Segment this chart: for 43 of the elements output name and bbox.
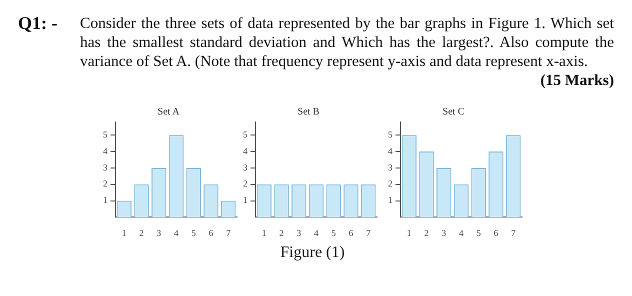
x-tick-label: 1	[262, 228, 266, 238]
y-tick-label: 2	[388, 178, 392, 189]
x-tick-label: 4	[314, 228, 319, 238]
y-tick-label: 3	[388, 162, 393, 172]
y-tick-label: 4	[388, 146, 393, 156]
chart-title: Set C	[442, 106, 465, 118]
text: (15 Marks)	[539, 71, 614, 90]
x-tick-label: 3	[156, 228, 162, 238]
x-tick-label: 6	[348, 228, 354, 238]
x-tick-label: 5	[331, 228, 336, 238]
y-tick-label: 4	[243, 146, 248, 156]
x-tick-label: 3	[296, 228, 302, 238]
x-tick-label: 2	[139, 228, 144, 238]
y-tick-label: 3	[243, 162, 248, 172]
text: Figure (1)	[279, 244, 346, 262]
y-tick-label: 5	[103, 129, 108, 140]
x-tick-label: 7	[366, 228, 372, 238]
chart-title: Set A	[158, 106, 180, 118]
x-tick-label: 3	[442, 228, 447, 238]
x-tick-label: 6	[208, 228, 214, 238]
x-tick-label: 7	[511, 228, 516, 238]
x-tick-label: 6	[494, 228, 499, 238]
x-tick-label: 5	[191, 228, 196, 238]
chart-title: Set B	[298, 106, 320, 118]
y-tick-label: 1	[103, 195, 108, 206]
y-tick-label: 5	[243, 129, 248, 140]
y-tick-label: 2	[243, 178, 248, 189]
y-tick-label: 5	[388, 129, 393, 140]
x-tick-label: 1	[406, 228, 412, 238]
y-tick-label: 4	[103, 146, 108, 156]
text: Q1: -	[18, 13, 58, 35]
x-tick-label: 7	[226, 228, 232, 238]
x-tick-label: 2	[424, 228, 429, 238]
y-tick-label: 2	[103, 178, 108, 189]
text: Consider the three sets of data represented by the bar graphs in Figure 1. Which set has the smallest standard deviation and Which has the largest?. Also compute the variance of Set A. (Note that frequency represent y-axis and data represent x-axis.	[80, 14, 614, 71]
y-tick-label: 1	[388, 195, 392, 206]
y-tick-label: 3	[103, 162, 108, 172]
x-tick-label: 4	[174, 228, 179, 238]
x-tick-label: 5	[476, 228, 482, 238]
x-tick-label: 4	[459, 228, 464, 238]
x-tick-label: 1	[122, 228, 126, 238]
x-tick-label: 2	[279, 228, 284, 238]
y-tick-label: 1	[243, 195, 248, 206]
